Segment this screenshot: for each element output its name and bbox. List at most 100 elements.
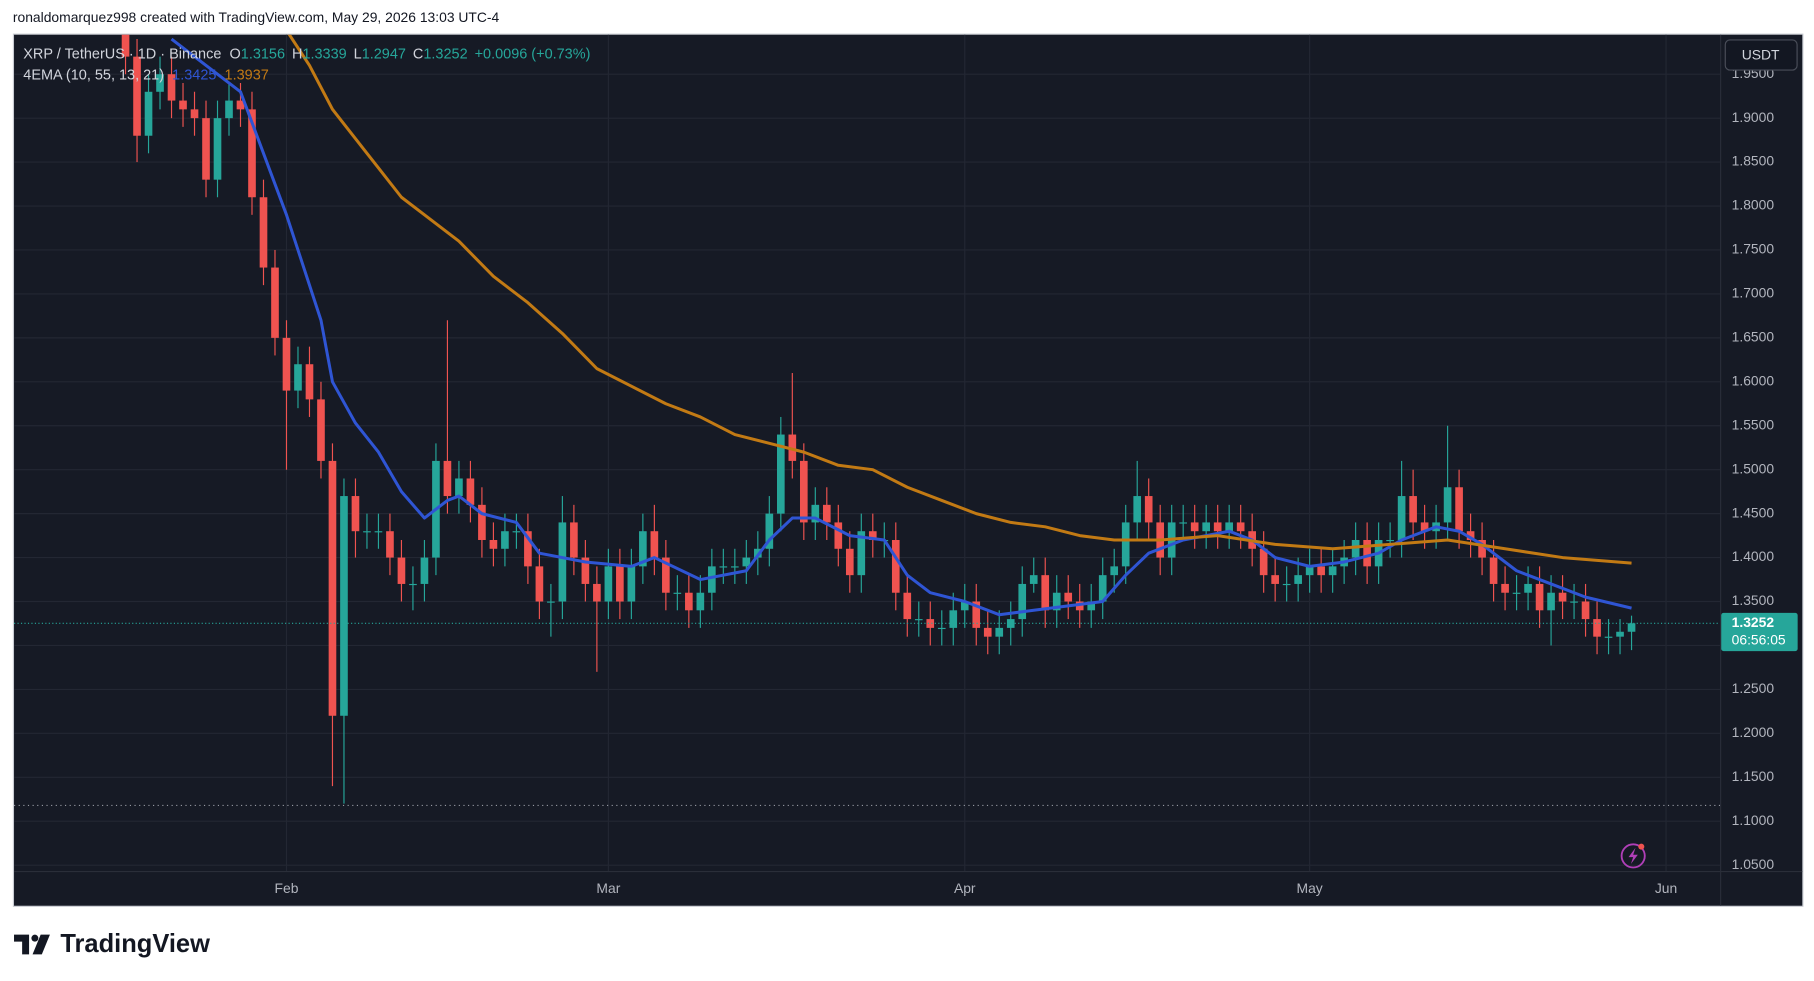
ohlc-value: 1.3156	[241, 46, 285, 62]
y-tick-label: 1.2500	[1732, 680, 1775, 696]
y-tick-label: 1.3500	[1732, 592, 1775, 608]
candle-body	[1294, 575, 1302, 584]
candle-body	[708, 566, 716, 593]
candle-body	[1236, 522, 1245, 532]
candle-body	[501, 531, 509, 549]
candle-body	[443, 460, 452, 497]
y-tick-label: 1.6500	[1732, 329, 1775, 345]
y-tick-label: 1.8500	[1732, 153, 1775, 169]
candle-body	[1225, 522, 1233, 532]
candle-body	[1627, 623, 1636, 632]
candle-body	[271, 267, 279, 338]
candle-body	[1443, 487, 1452, 523]
currency-label[interactable]: USDT	[1742, 46, 1780, 62]
candle-body	[213, 118, 222, 180]
candle-body	[719, 566, 728, 568]
symbol-legend: XRP / TetherUS · 1D · Binance O1.3156 H1.3…	[23, 46, 590, 62]
candle-body	[1466, 531, 1475, 540]
candle-body	[983, 627, 992, 637]
candle-body	[317, 399, 325, 461]
candle-body	[512, 531, 521, 533]
y-tick-label: 1.2000	[1732, 724, 1775, 740]
candle-body	[1144, 496, 1153, 523]
candle-body	[960, 601, 969, 611]
currency-button[interactable]	[1724, 39, 1798, 71]
candle-body	[949, 610, 958, 628]
ema-line	[287, 34, 1632, 565]
candle-body	[282, 337, 291, 391]
candle-body	[397, 557, 406, 584]
candle-body	[1179, 522, 1188, 524]
indicator-value: 1.3425	[172, 67, 216, 83]
candle-body	[535, 566, 544, 602]
candle-body	[179, 100, 187, 110]
x-tick-label: Jun	[1655, 880, 1677, 896]
candle-body	[822, 504, 831, 523]
candle-body	[926, 619, 935, 628]
alert-dot[interactable]	[1638, 843, 1645, 850]
candle-body	[1259, 548, 1268, 576]
candle-body	[1363, 539, 1371, 567]
candle-body	[259, 197, 268, 268]
candle-body	[1029, 575, 1038, 584]
candle-body	[1409, 496, 1417, 523]
candle-body	[845, 548, 854, 576]
candle-body	[891, 539, 900, 593]
candle-body	[857, 531, 866, 576]
alert-bolt[interactable]	[1628, 847, 1638, 865]
y-tick-label: 1.4500	[1732, 504, 1775, 520]
candle-body	[420, 557, 429, 584]
logo-text: TradingView	[60, 930, 210, 958]
candle-body	[1478, 539, 1486, 558]
candle-body	[144, 91, 153, 136]
candle-body	[1558, 592, 1567, 602]
logo-mark	[32, 934, 50, 955]
candle-body	[190, 109, 199, 119]
candle-body	[202, 118, 210, 180]
indicator-legend: 4EMA (10, 55, 13, 21) 1.3425 1.3937	[23, 67, 269, 83]
candle-body	[1455, 487, 1463, 532]
candle-body	[1317, 566, 1325, 576]
candle-body	[742, 557, 751, 567]
candle-body	[616, 566, 624, 602]
candle-body	[294, 364, 302, 391]
candle-body	[225, 100, 233, 119]
candle-body	[914, 619, 923, 621]
candle-body	[581, 557, 590, 584]
candle-body	[937, 627, 946, 630]
candle-body	[328, 460, 337, 716]
candle-body	[1121, 522, 1130, 567]
y-tick-label: 1.1000	[1732, 812, 1775, 828]
candle-body	[248, 109, 256, 198]
candle-body	[1535, 583, 1544, 611]
candle-body	[156, 74, 164, 92]
logo: TradingView	[14, 930, 210, 958]
candle-body	[604, 566, 613, 602]
x-tick-label: Mar	[596, 880, 620, 896]
candle-body	[593, 583, 601, 602]
symbol-title: XRP / TetherUS · 1D · Binance	[23, 46, 221, 62]
candle-body	[374, 531, 383, 533]
candle-body	[1190, 522, 1199, 532]
candle-body	[1397, 496, 1406, 540]
candle-body	[121, 34, 130, 57]
candle-body	[1328, 566, 1337, 576]
candle-body	[409, 583, 417, 586]
candle-body	[1087, 601, 1096, 611]
alert-icon[interactable]	[1620, 843, 1646, 869]
candle-body	[1570, 601, 1578, 603]
ohlc-value: 1.2947	[362, 46, 406, 62]
candle-body	[1524, 583, 1532, 593]
y-tick-label: 1.1500	[1732, 768, 1775, 784]
credit: ronaldomarquez998 created with TradingVi…	[13, 9, 500, 25]
candle-body	[972, 601, 981, 628]
candle-body	[673, 592, 682, 594]
alert-ring[interactable]	[1620, 843, 1646, 869]
candle-body	[834, 522, 843, 549]
y-tick-label: 1.7000	[1732, 285, 1775, 301]
candle-body	[1098, 575, 1107, 602]
ohlc-label: H	[292, 46, 302, 62]
ohlc-label: L	[354, 46, 362, 62]
y-tick-label: 1.4000	[1732, 548, 1775, 564]
x-tick-label: Apr	[954, 880, 976, 896]
